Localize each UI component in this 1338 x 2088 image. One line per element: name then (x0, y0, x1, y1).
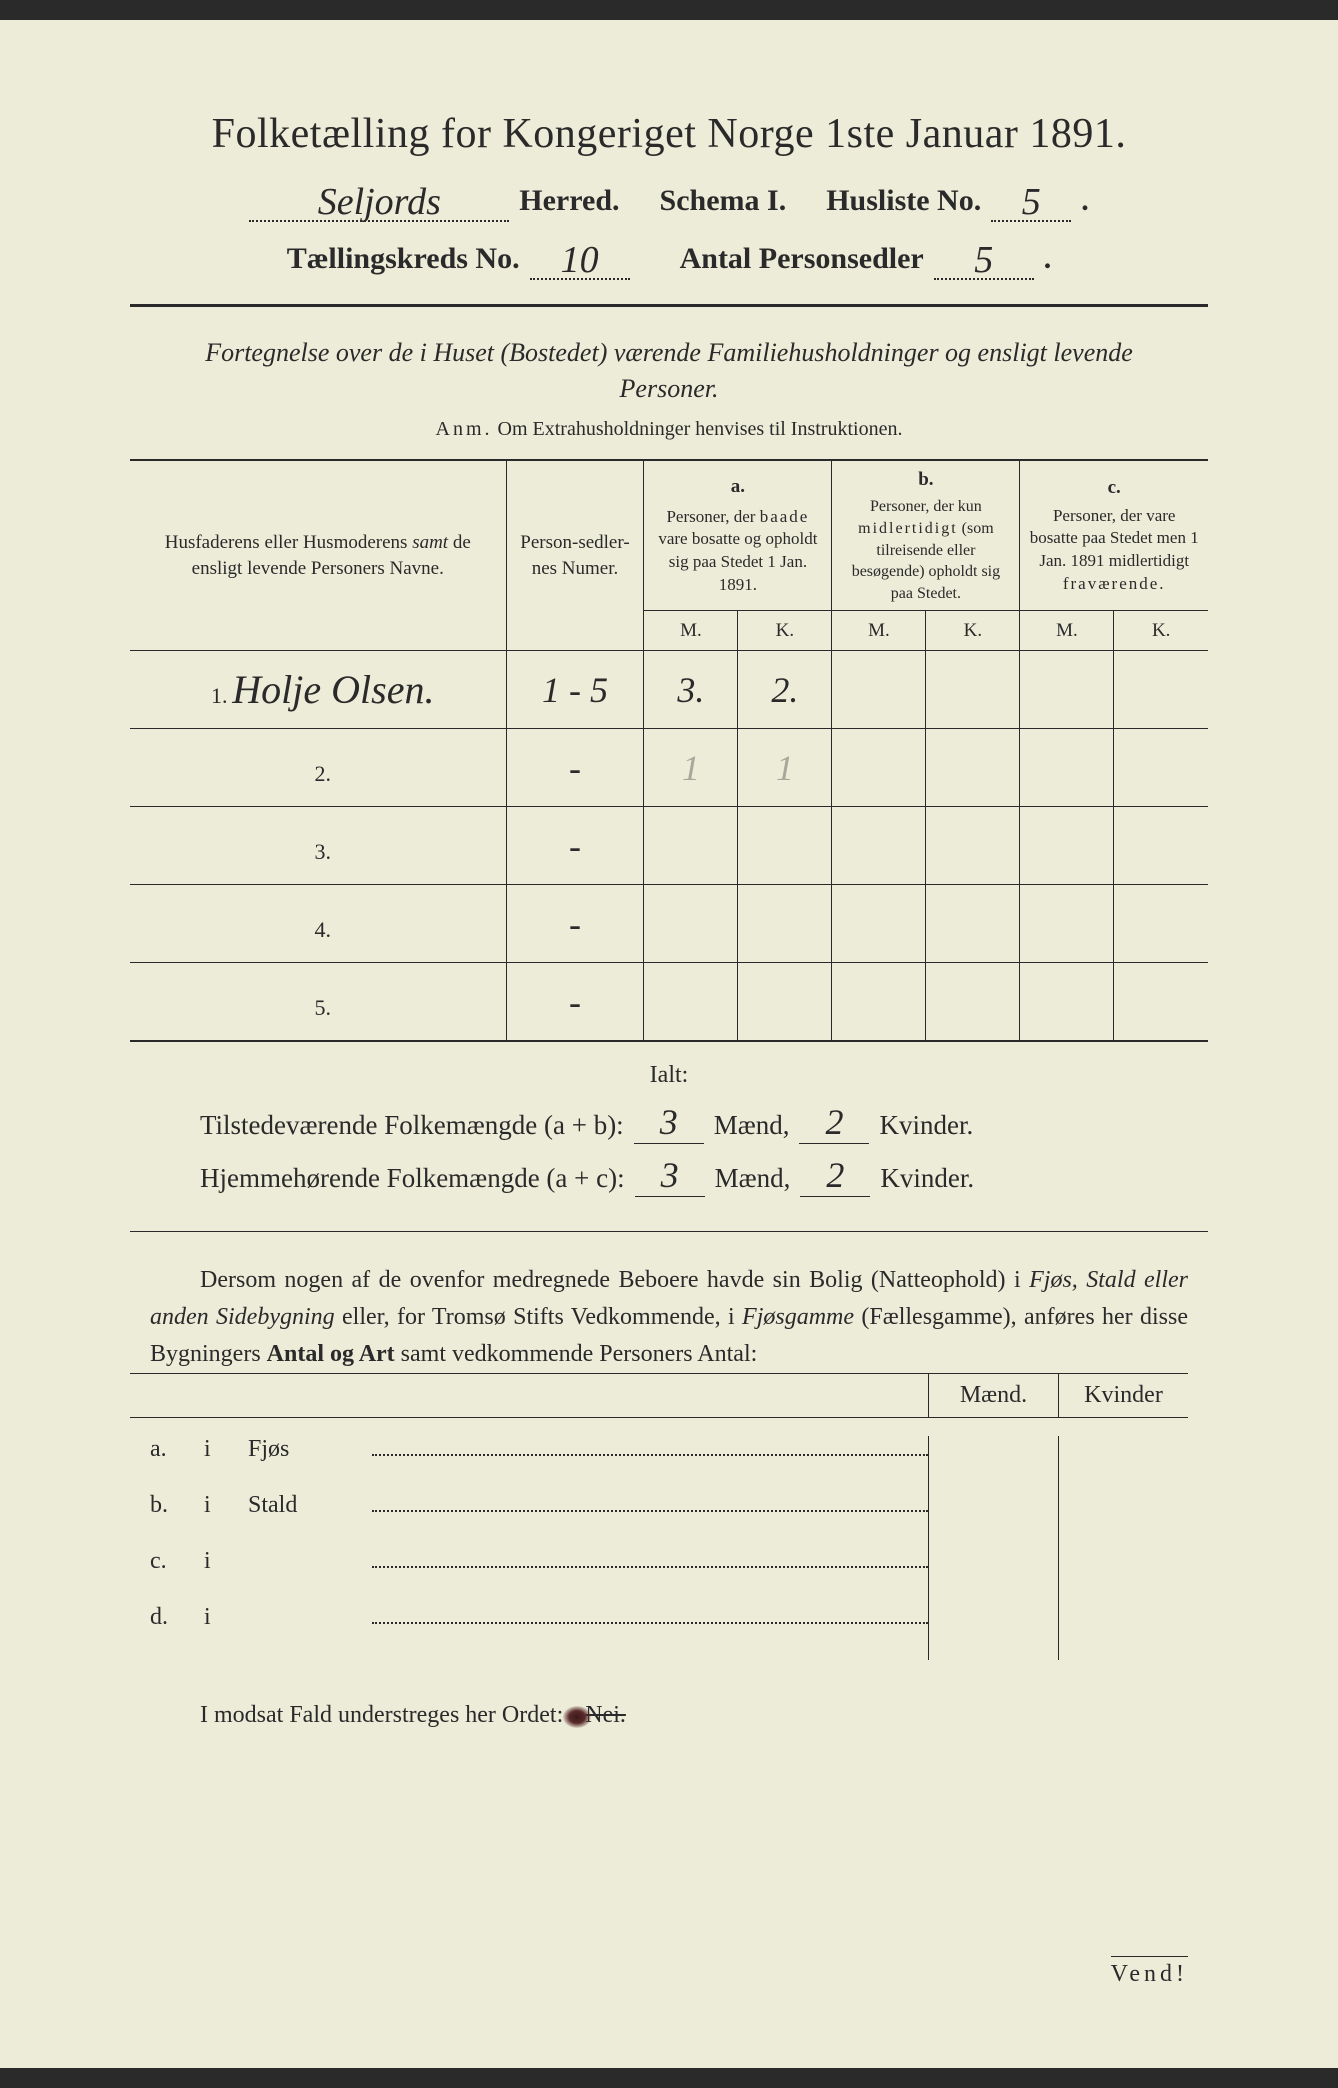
cK-cell (1114, 729, 1208, 807)
header-line-2: Tællingskreds No. 10 Antal Personsedler … (130, 234, 1208, 280)
antal-label: Antal Personsedler (680, 242, 924, 276)
col-c: c. Personer, der vare bosatte paa Stedet… (1020, 460, 1208, 611)
side-header: Mænd. Kvinder (130, 1373, 1188, 1418)
side-row: a.iFjøs (150, 1436, 928, 1492)
sum-ac-k: 2 (800, 1154, 870, 1197)
col-a: a. Personer, der baade vare bo­satte og … (644, 460, 832, 611)
table-row: 2. -11 (130, 729, 1208, 807)
aM-cell (644, 885, 738, 963)
cM-cell (1020, 807, 1114, 885)
sum-ab-m: 3 (634, 1101, 704, 1144)
numer-cell: - (506, 885, 644, 963)
vend-label: Vend! (1111, 1956, 1188, 1988)
husliste-label: Husliste No. (826, 184, 981, 218)
side-col-kvinder (1058, 1436, 1188, 1660)
census-form-page: Folketælling for Kongeriget Norge 1ste J… (0, 20, 1338, 2068)
bM-cell (832, 885, 926, 963)
side-head-maend: Mænd. (928, 1374, 1058, 1417)
bM-cell (832, 729, 926, 807)
col-name: Husfaderens eller Husmode­rens samt de e… (130, 460, 506, 651)
side-col-maend (928, 1436, 1058, 1660)
cK-cell (1114, 651, 1208, 729)
aM-cell: 3. (644, 651, 738, 729)
side-head-kvinder: Kvinder (1058, 1374, 1188, 1417)
aM-cell: 1 (644, 729, 738, 807)
side-row: d.i (150, 1604, 928, 1660)
household-table: Husfaderens eller Husmode­rens samt de e… (130, 459, 1208, 1042)
aK-cell (738, 963, 832, 1041)
dwelling-paragraph: Dersom nogen af de ovenfor medregnede Be… (150, 1262, 1188, 1374)
bM-cell (832, 807, 926, 885)
divider (130, 1231, 1208, 1232)
herred-label: Herred. (519, 184, 619, 218)
sum-ab-k: 2 (799, 1101, 869, 1144)
kreds-label: Tællingskreds No. (287, 242, 520, 276)
modsat-line: I modsat Fald understreges her Ordet: Ne… (200, 1700, 1188, 1729)
bK-cell (926, 729, 1020, 807)
side-row: c.i (150, 1548, 928, 1604)
numer-cell: 1 - 5 (506, 651, 644, 729)
aM-cell (644, 963, 738, 1041)
schema-label: Schema I. (660, 184, 787, 218)
cK-cell (1114, 885, 1208, 963)
header-line-1: Seljords Herred. Schema I. Husliste No. … (130, 176, 1208, 222)
cK-cell (1114, 807, 1208, 885)
cM-cell (1020, 729, 1114, 807)
col-numer: Person-sedler-nes Numer. (506, 460, 644, 651)
antal-field: 5 (934, 234, 1034, 280)
bK-cell (926, 651, 1020, 729)
page-title: Folketælling for Kongeriget Norge 1ste J… (130, 110, 1208, 158)
name-cell: 3. (130, 807, 506, 885)
name-cell: 1. Holje Olsen. (130, 651, 506, 729)
subtitle: Fortegnelse over de i Huset (Bostedet) v… (170, 335, 1168, 408)
bM-cell (832, 963, 926, 1041)
cM-cell (1020, 885, 1114, 963)
annotation: Anm. Om Extrahusholdninger henvises til … (130, 418, 1208, 441)
cM-cell (1020, 963, 1114, 1041)
numer-cell: - (506, 963, 644, 1041)
numer-cell: - (506, 729, 644, 807)
aK-cell (738, 885, 832, 963)
bK-cell (926, 885, 1020, 963)
table-row: 5. - (130, 963, 1208, 1041)
bK-cell (926, 807, 1020, 885)
table-row: 3. - (130, 807, 1208, 885)
aK-cell: 2. (738, 651, 832, 729)
divider (130, 304, 1208, 307)
nei-struck: Nei. (585, 1702, 626, 1728)
name-cell: 4. (130, 885, 506, 963)
sum-ac-m: 3 (635, 1154, 705, 1197)
bM-cell (832, 651, 926, 729)
ialt-label: Ialt: (130, 1062, 1208, 1089)
husliste-field: 5 (991, 176, 1071, 222)
bK-cell (926, 963, 1020, 1041)
aK-cell (738, 807, 832, 885)
numer-cell: - (506, 807, 644, 885)
col-b: b. Personer, der kun midler­tidigt (som … (832, 460, 1020, 611)
table-row: 4. - (130, 885, 1208, 963)
kreds-field: 10 (530, 234, 630, 280)
name-cell: 2. (130, 729, 506, 807)
aM-cell (644, 807, 738, 885)
name-cell: 5. (130, 963, 506, 1041)
summary-ac: Hjemmehørende Folkemængde (a + c): 3 Mæn… (200, 1154, 1138, 1197)
cK-cell (1114, 963, 1208, 1041)
table-row: 1. Holje Olsen.1 - 53.2. (130, 651, 1208, 729)
aK-cell: 1 (738, 729, 832, 807)
summary-ab: Tilstedeværende Folkemængde (a + b): 3 M… (200, 1101, 1138, 1144)
side-table: a.iFjøsb.iStaldc.id.i (150, 1436, 1188, 1660)
cM-cell (1020, 651, 1114, 729)
side-row: b.iStald (150, 1492, 928, 1548)
herred-field: Seljords (249, 176, 509, 222)
